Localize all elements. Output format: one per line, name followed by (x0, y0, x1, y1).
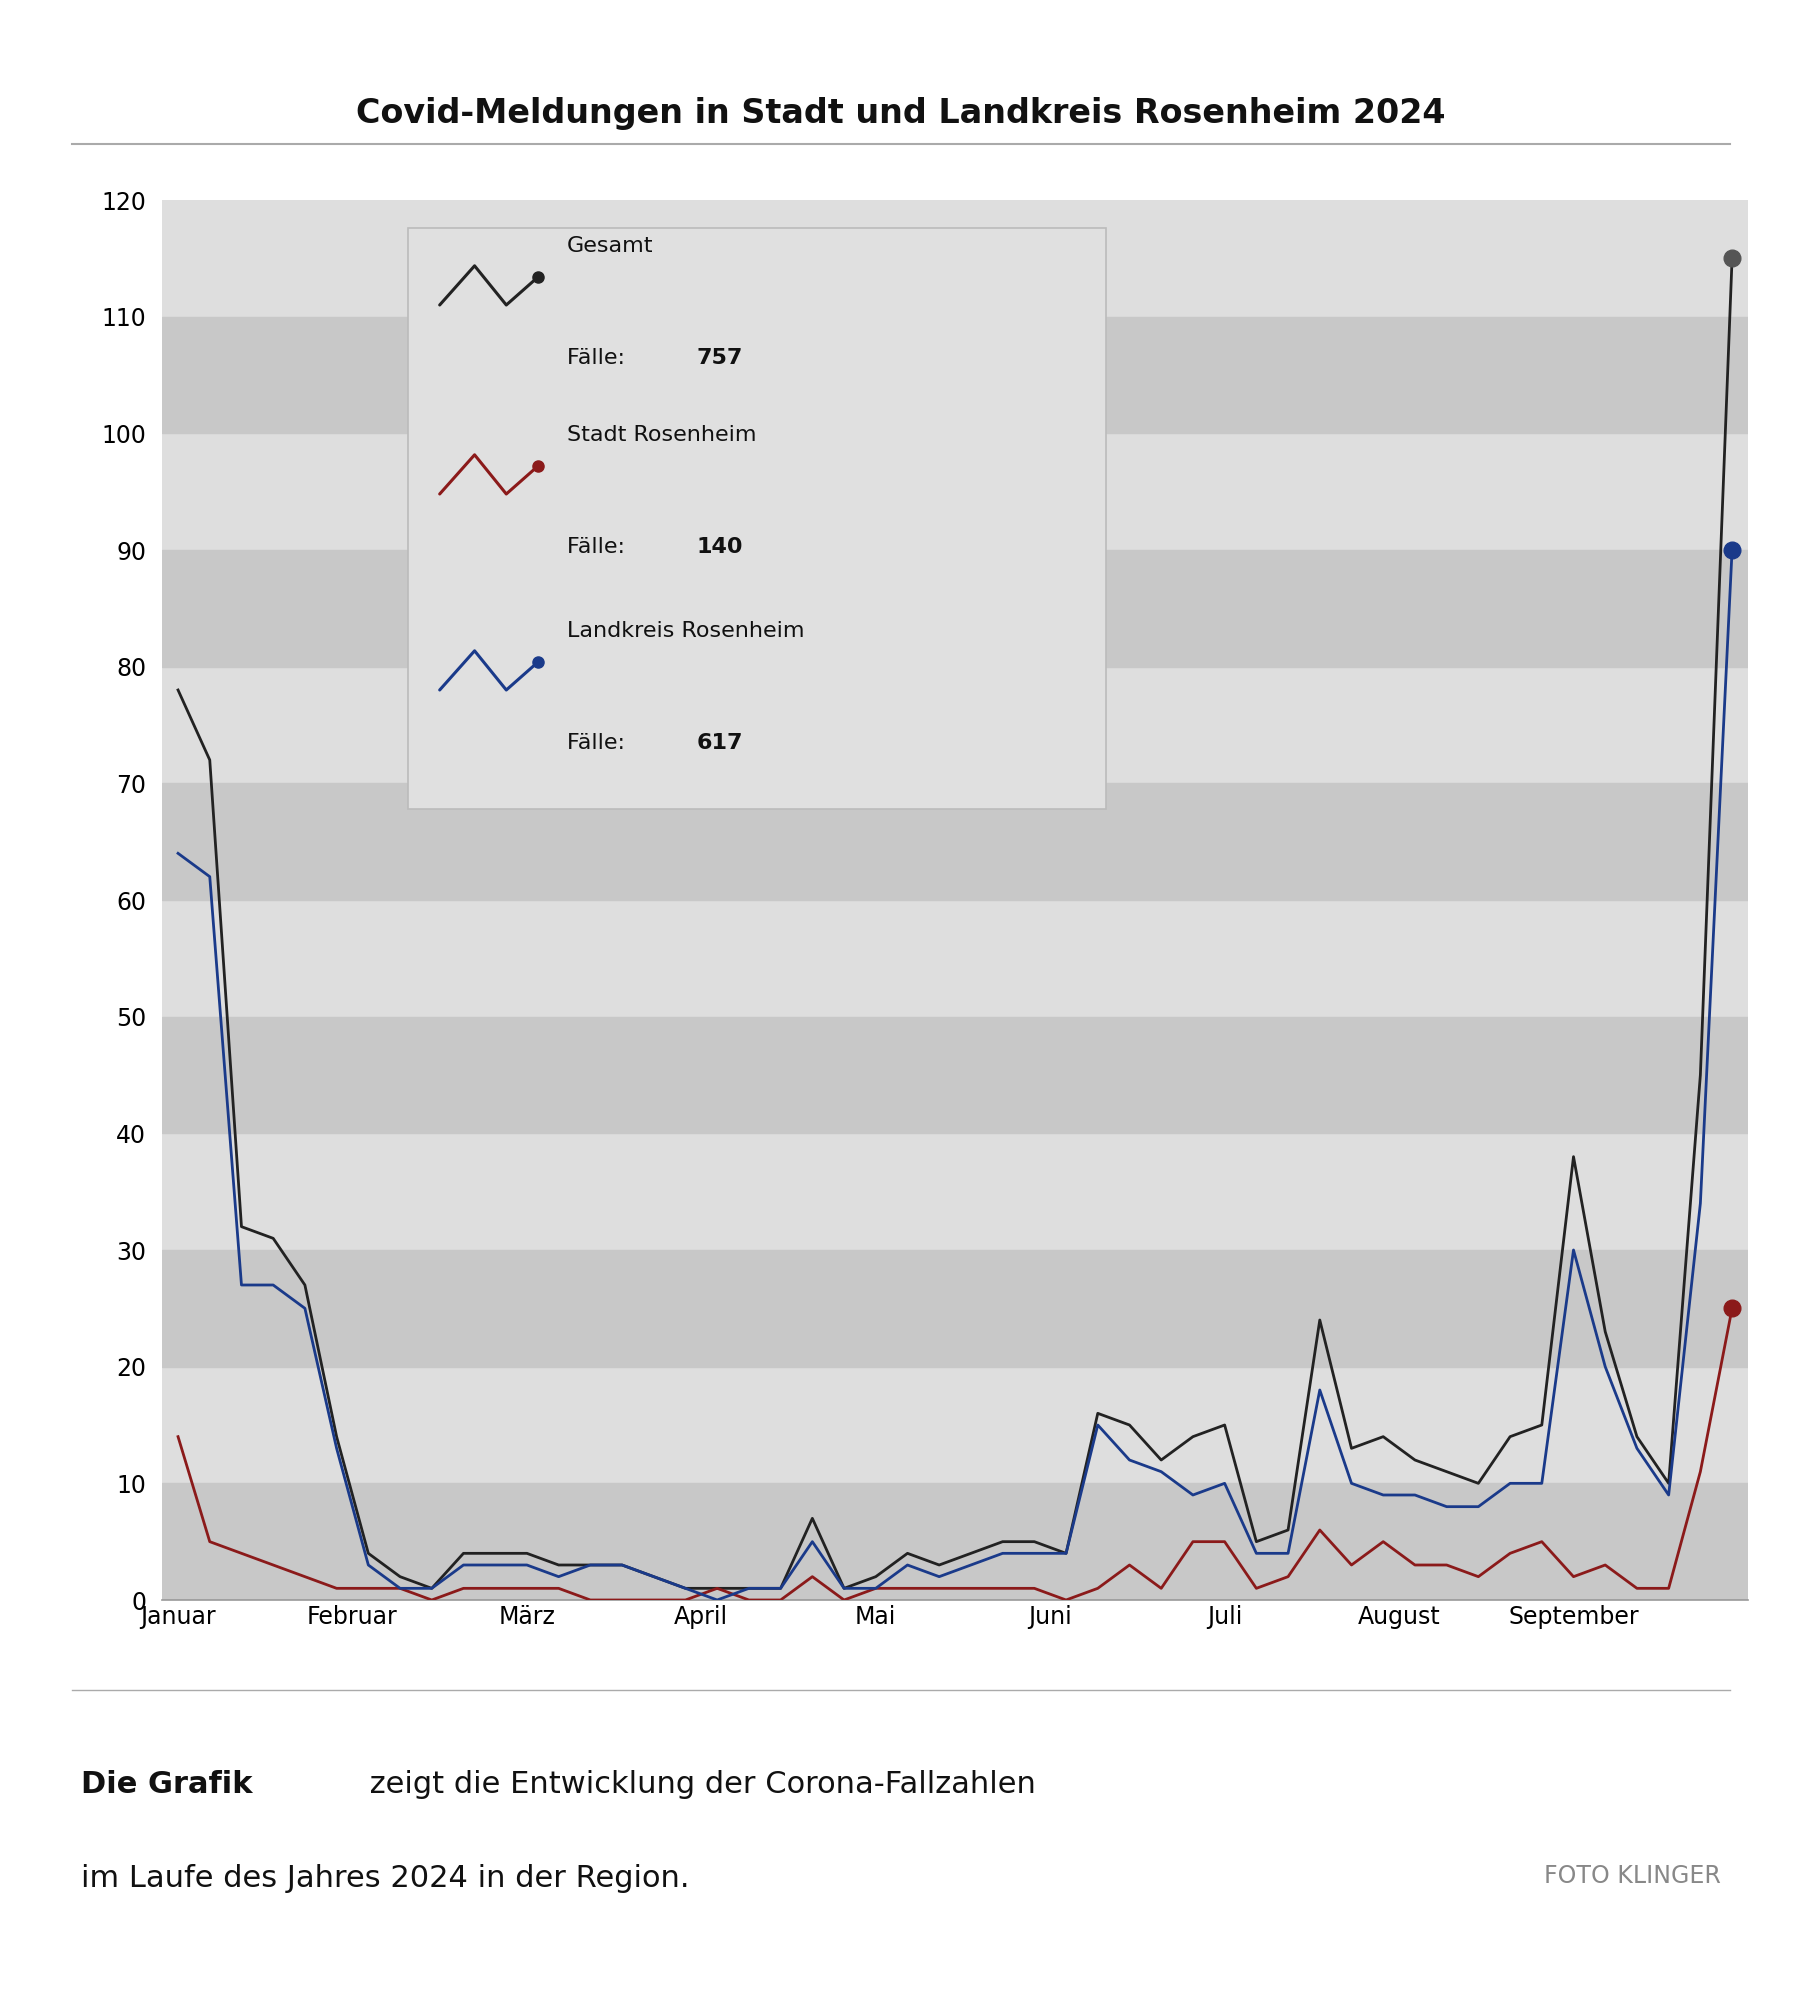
Bar (162, 1484, 1748, 1600)
Text: zeigt die Entwicklung der Corona-Fallzahlen: zeigt die Entwicklung der Corona-Fallzah… (360, 1770, 1036, 1800)
Text: Fälle:: Fälle: (566, 348, 633, 368)
Bar (162, 1134, 1748, 1250)
FancyBboxPatch shape (407, 228, 1106, 810)
Bar (162, 666, 1748, 784)
Text: Fälle:: Fälle: (566, 538, 633, 558)
Text: Gesamt: Gesamt (566, 236, 652, 256)
Text: FOTO KLINGER: FOTO KLINGER (1544, 1864, 1721, 1888)
Text: Landkreis Rosenheim: Landkreis Rosenheim (566, 620, 804, 640)
Bar (162, 1016, 1748, 1134)
Bar (162, 550, 1748, 666)
Bar (162, 434, 1748, 550)
Bar (162, 200, 1748, 316)
Bar (162, 1250, 1748, 1366)
Text: 140: 140 (697, 538, 742, 558)
Bar (162, 1366, 1748, 1484)
Text: Fälle:: Fälle: (566, 732, 633, 752)
Bar (162, 316, 1748, 434)
Text: 757: 757 (697, 348, 742, 368)
Text: Die Grafik: Die Grafik (81, 1770, 252, 1800)
Text: im Laufe des Jahres 2024 in der Region.: im Laufe des Jahres 2024 in der Region. (81, 1864, 690, 1892)
Text: Stadt Rosenheim: Stadt Rosenheim (566, 426, 757, 446)
Text: Covid-Meldungen in Stadt und Landkreis Rosenheim 2024: Covid-Meldungen in Stadt und Landkreis R… (357, 96, 1445, 130)
Text: 617: 617 (697, 732, 742, 752)
Bar (162, 900, 1748, 1016)
Bar (162, 784, 1748, 900)
